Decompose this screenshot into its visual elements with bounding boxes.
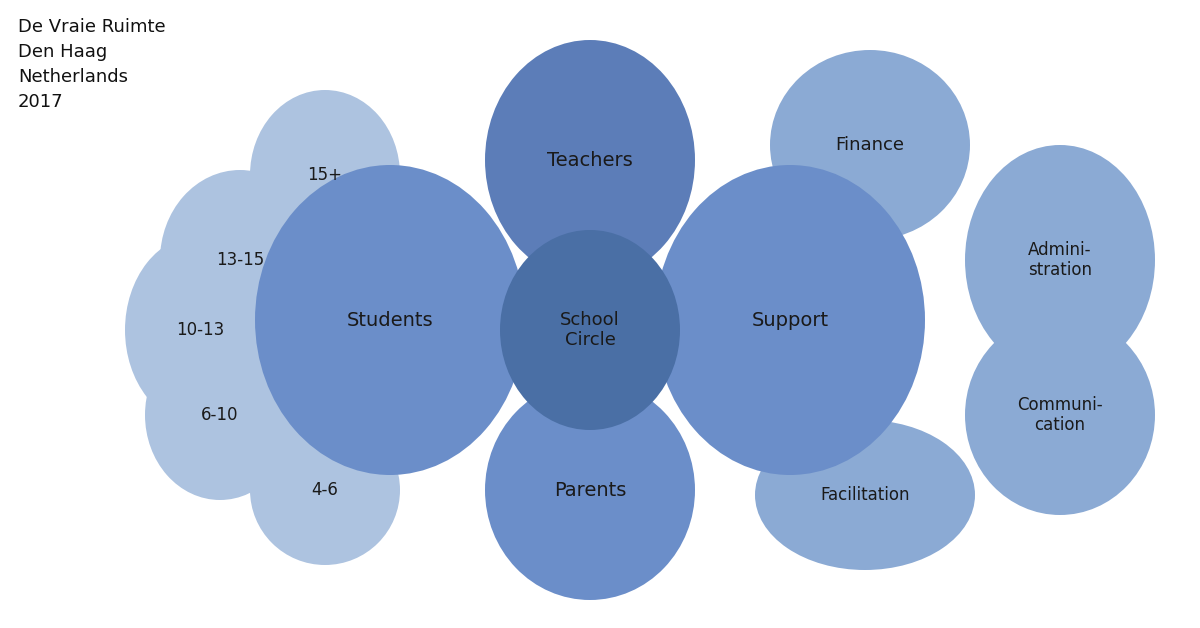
Ellipse shape <box>770 50 970 240</box>
Text: Finance: Finance <box>835 136 905 154</box>
Ellipse shape <box>250 415 400 565</box>
Text: Admini-
stration: Admini- stration <box>1028 241 1092 279</box>
Text: 13-15: 13-15 <box>216 251 264 269</box>
Text: 4-6: 4-6 <box>312 481 338 499</box>
Text: 15+: 15+ <box>307 166 342 184</box>
Ellipse shape <box>160 170 320 350</box>
Ellipse shape <box>965 145 1154 375</box>
Text: Teachers: Teachers <box>547 151 632 170</box>
Text: 6-10: 6-10 <box>202 406 239 424</box>
Ellipse shape <box>485 380 695 600</box>
Ellipse shape <box>755 420 974 570</box>
Ellipse shape <box>250 90 400 260</box>
Ellipse shape <box>485 40 695 280</box>
Text: School
Circle: School Circle <box>560 311 620 349</box>
Ellipse shape <box>125 235 275 425</box>
Ellipse shape <box>500 230 680 430</box>
Text: Students: Students <box>347 310 433 330</box>
Ellipse shape <box>145 330 295 500</box>
Text: De Vraie Ruimte
Den Haag
Netherlands
2017: De Vraie Ruimte Den Haag Netherlands 201… <box>18 18 166 111</box>
Text: Support: Support <box>751 310 828 330</box>
Text: Communi-
cation: Communi- cation <box>1018 396 1103 435</box>
Text: Parents: Parents <box>554 480 626 499</box>
Ellipse shape <box>965 315 1154 515</box>
Text: 10-13: 10-13 <box>176 321 224 339</box>
Ellipse shape <box>655 165 925 475</box>
Ellipse shape <box>256 165 526 475</box>
Text: Facilitation: Facilitation <box>821 486 910 504</box>
